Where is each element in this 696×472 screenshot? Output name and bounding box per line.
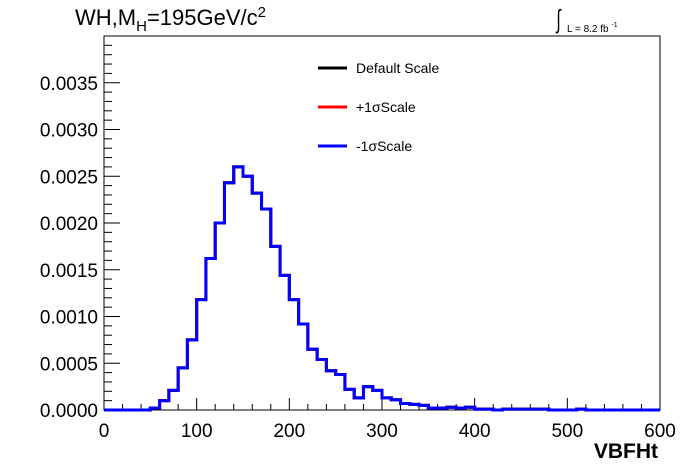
- y-tick-label: 0.0025: [40, 167, 98, 188]
- y-tick-label: 0.0000: [40, 401, 98, 422]
- lumi-superscript: -1: [611, 22, 618, 29]
- x-tick-label: 600: [644, 421, 676, 442]
- x-tick-label: 200: [273, 421, 305, 442]
- title-main: WH,M: [75, 5, 137, 30]
- y-tick-label: 0.0010: [40, 308, 98, 329]
- histogram-series-1: [104, 165, 660, 412]
- legend-label-2: +1σScale: [356, 99, 416, 115]
- title-rest: =195GeV/c: [146, 5, 258, 30]
- y-tick-label: 0.0015: [40, 261, 98, 282]
- y-tick-label: 0.0005: [40, 354, 98, 375]
- legend-label-3: -1σScale: [356, 138, 412, 154]
- x-axis-label: VBFHt: [593, 440, 658, 463]
- x-tick-label: 0: [99, 421, 110, 442]
- legend-label-1: Default Scale: [356, 60, 439, 76]
- lumi-text: L = 8.2 fb: [567, 24, 609, 35]
- x-tick-label: 400: [459, 421, 491, 442]
- y-tick-label: 0.0035: [40, 74, 98, 95]
- y-tick-label: 0.0030: [40, 121, 98, 142]
- title-superscript: 2: [257, 4, 266, 21]
- integral-icon: ∫: [556, 4, 561, 34]
- chart-title: WH,MH=195GeV/c2: [75, 4, 266, 35]
- x-tick-label: 300: [366, 421, 398, 442]
- histogram-series-3: [104, 165, 660, 412]
- histogram-series-2: [104, 165, 660, 412]
- x-tick-label: 500: [551, 421, 583, 442]
- title-subscript: H: [136, 18, 147, 35]
- y-tick-label: 0.0020: [40, 214, 98, 235]
- x-tick-label: 100: [181, 421, 213, 442]
